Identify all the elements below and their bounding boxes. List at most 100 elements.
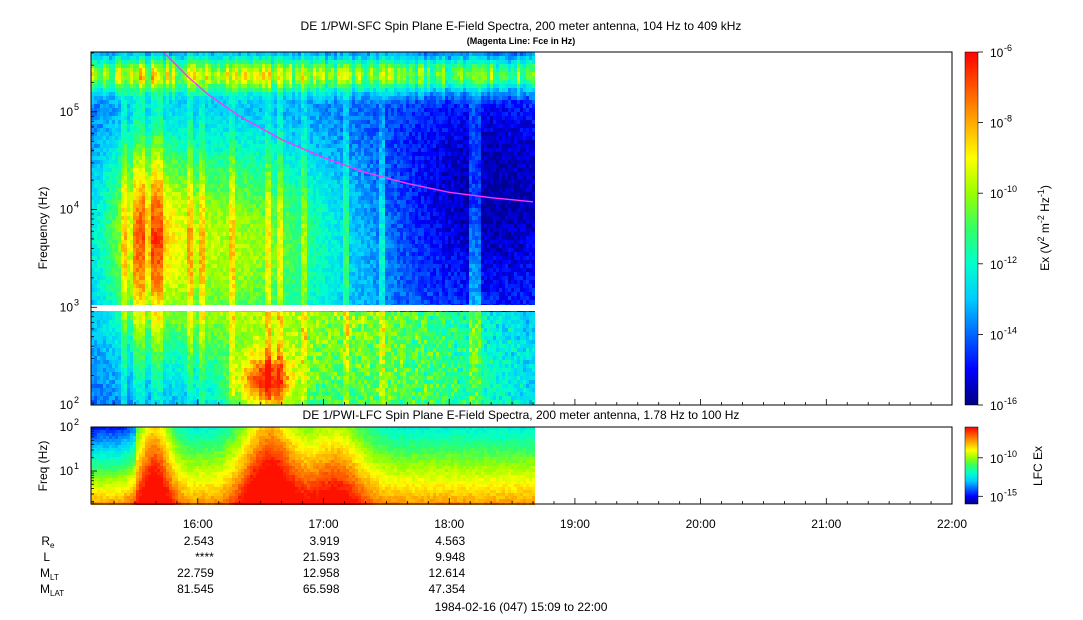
heatmap-cell [94, 148, 97, 152]
heatmap-cell [154, 248, 157, 252]
heatmap-cell [97, 244, 100, 248]
heatmap-cell [145, 396, 148, 400]
heatmap-cell [103, 280, 106, 284]
heatmap-cell [253, 228, 256, 232]
heatmap-cell [115, 188, 118, 192]
heatmap-cell [226, 156, 229, 160]
heatmap-cell [100, 292, 103, 296]
heatmap-cell [124, 132, 127, 136]
heatmap-cell [163, 104, 166, 108]
heatmap-cell [121, 84, 124, 88]
heatmap-cell [235, 244, 238, 248]
heatmap-cell [166, 180, 169, 184]
heatmap-cell [190, 244, 193, 248]
heatmap-cell [250, 364, 253, 368]
heatmap-cell [178, 384, 181, 388]
heatmap-cell [223, 352, 226, 356]
heatmap-cell [184, 192, 187, 196]
heatmap-cell [247, 172, 250, 176]
heatmap-cell [100, 168, 103, 172]
heatmap-cell [130, 176, 133, 180]
heatmap-cell [127, 284, 130, 288]
heatmap-cell [235, 56, 238, 60]
heatmap-cell [196, 128, 199, 132]
heatmap-cell [109, 120, 112, 124]
heatmap-cell [250, 220, 253, 224]
heatmap-cell [160, 328, 163, 332]
heatmap-cell [100, 128, 103, 132]
heatmap-cell [238, 280, 241, 284]
heatmap-cell [154, 388, 157, 392]
heatmap-cell [199, 280, 202, 284]
heatmap-cell [148, 276, 151, 280]
heatmap-cell [94, 144, 97, 148]
heatmap-cell [172, 300, 175, 304]
heatmap-cell [148, 88, 151, 92]
heatmap-cell [202, 368, 205, 372]
heatmap-cell [256, 76, 259, 80]
heatmap-cell [148, 332, 151, 336]
heatmap-cell [139, 348, 142, 352]
heatmap-cell [106, 300, 109, 304]
heatmap-cell [214, 272, 217, 276]
heatmap-cell [232, 368, 235, 372]
heatmap-cell [121, 192, 124, 196]
heatmap-cell [97, 328, 100, 332]
heatmap-cell [259, 68, 262, 72]
heatmap-cell [229, 76, 232, 80]
heatmap-cell [181, 136, 184, 140]
heatmap-cell [181, 108, 184, 112]
heatmap-cell [172, 328, 175, 332]
heatmap-cell [100, 364, 103, 368]
heatmap-cell [106, 380, 109, 384]
heatmap-cell [232, 172, 235, 176]
heatmap-cell [112, 396, 115, 400]
heatmap-cell [148, 52, 151, 56]
heatmap-cell [139, 384, 142, 388]
heatmap-cell [154, 192, 157, 196]
heatmap-cell [142, 144, 145, 148]
heatmap-cell [112, 340, 115, 344]
heatmap-cell [220, 148, 223, 152]
heatmap-cell [199, 136, 202, 140]
heatmap-cell [148, 164, 151, 168]
heatmap-cell [133, 212, 136, 216]
heatmap-cell [169, 212, 172, 216]
heatmap-cell [163, 64, 166, 68]
heatmap-cell [184, 60, 187, 64]
heatmap-cell [124, 80, 127, 84]
heatmap-cell [112, 224, 115, 228]
heatmap-cell [151, 64, 154, 68]
heatmap-cell [175, 332, 178, 336]
heatmap-cell [103, 272, 106, 276]
heatmap-cell [250, 348, 253, 352]
heatmap-cell [139, 264, 142, 268]
heatmap-cell [208, 352, 211, 356]
heatmap-cell [148, 116, 151, 120]
heatmap-cell [160, 380, 163, 384]
heatmap-cell [184, 176, 187, 180]
heatmap-cell [190, 396, 193, 400]
heatmap-cell [145, 128, 148, 132]
heatmap-cell [226, 56, 229, 60]
heatmap-cell [247, 104, 250, 108]
heatmap-cell [136, 148, 139, 152]
heatmap-cell [196, 260, 199, 264]
heatmap-cell [112, 384, 115, 388]
heatmap-cell [184, 116, 187, 120]
heatmap-cell [112, 368, 115, 372]
heatmap-cell [253, 316, 256, 320]
heatmap-cell [196, 252, 199, 256]
heatmap-cell [217, 368, 220, 372]
heatmap-cell [166, 296, 169, 300]
heatmap-cell [115, 100, 118, 104]
heatmap-cell [160, 324, 163, 328]
heatmap-cell [154, 244, 157, 248]
heatmap-cell [133, 128, 136, 132]
heatmap-cell [160, 352, 163, 356]
heatmap-cell [163, 92, 166, 96]
heatmap-cell [97, 360, 100, 364]
heatmap-cell [202, 388, 205, 392]
heatmap-cell [211, 236, 214, 240]
heatmap-cell [226, 72, 229, 76]
